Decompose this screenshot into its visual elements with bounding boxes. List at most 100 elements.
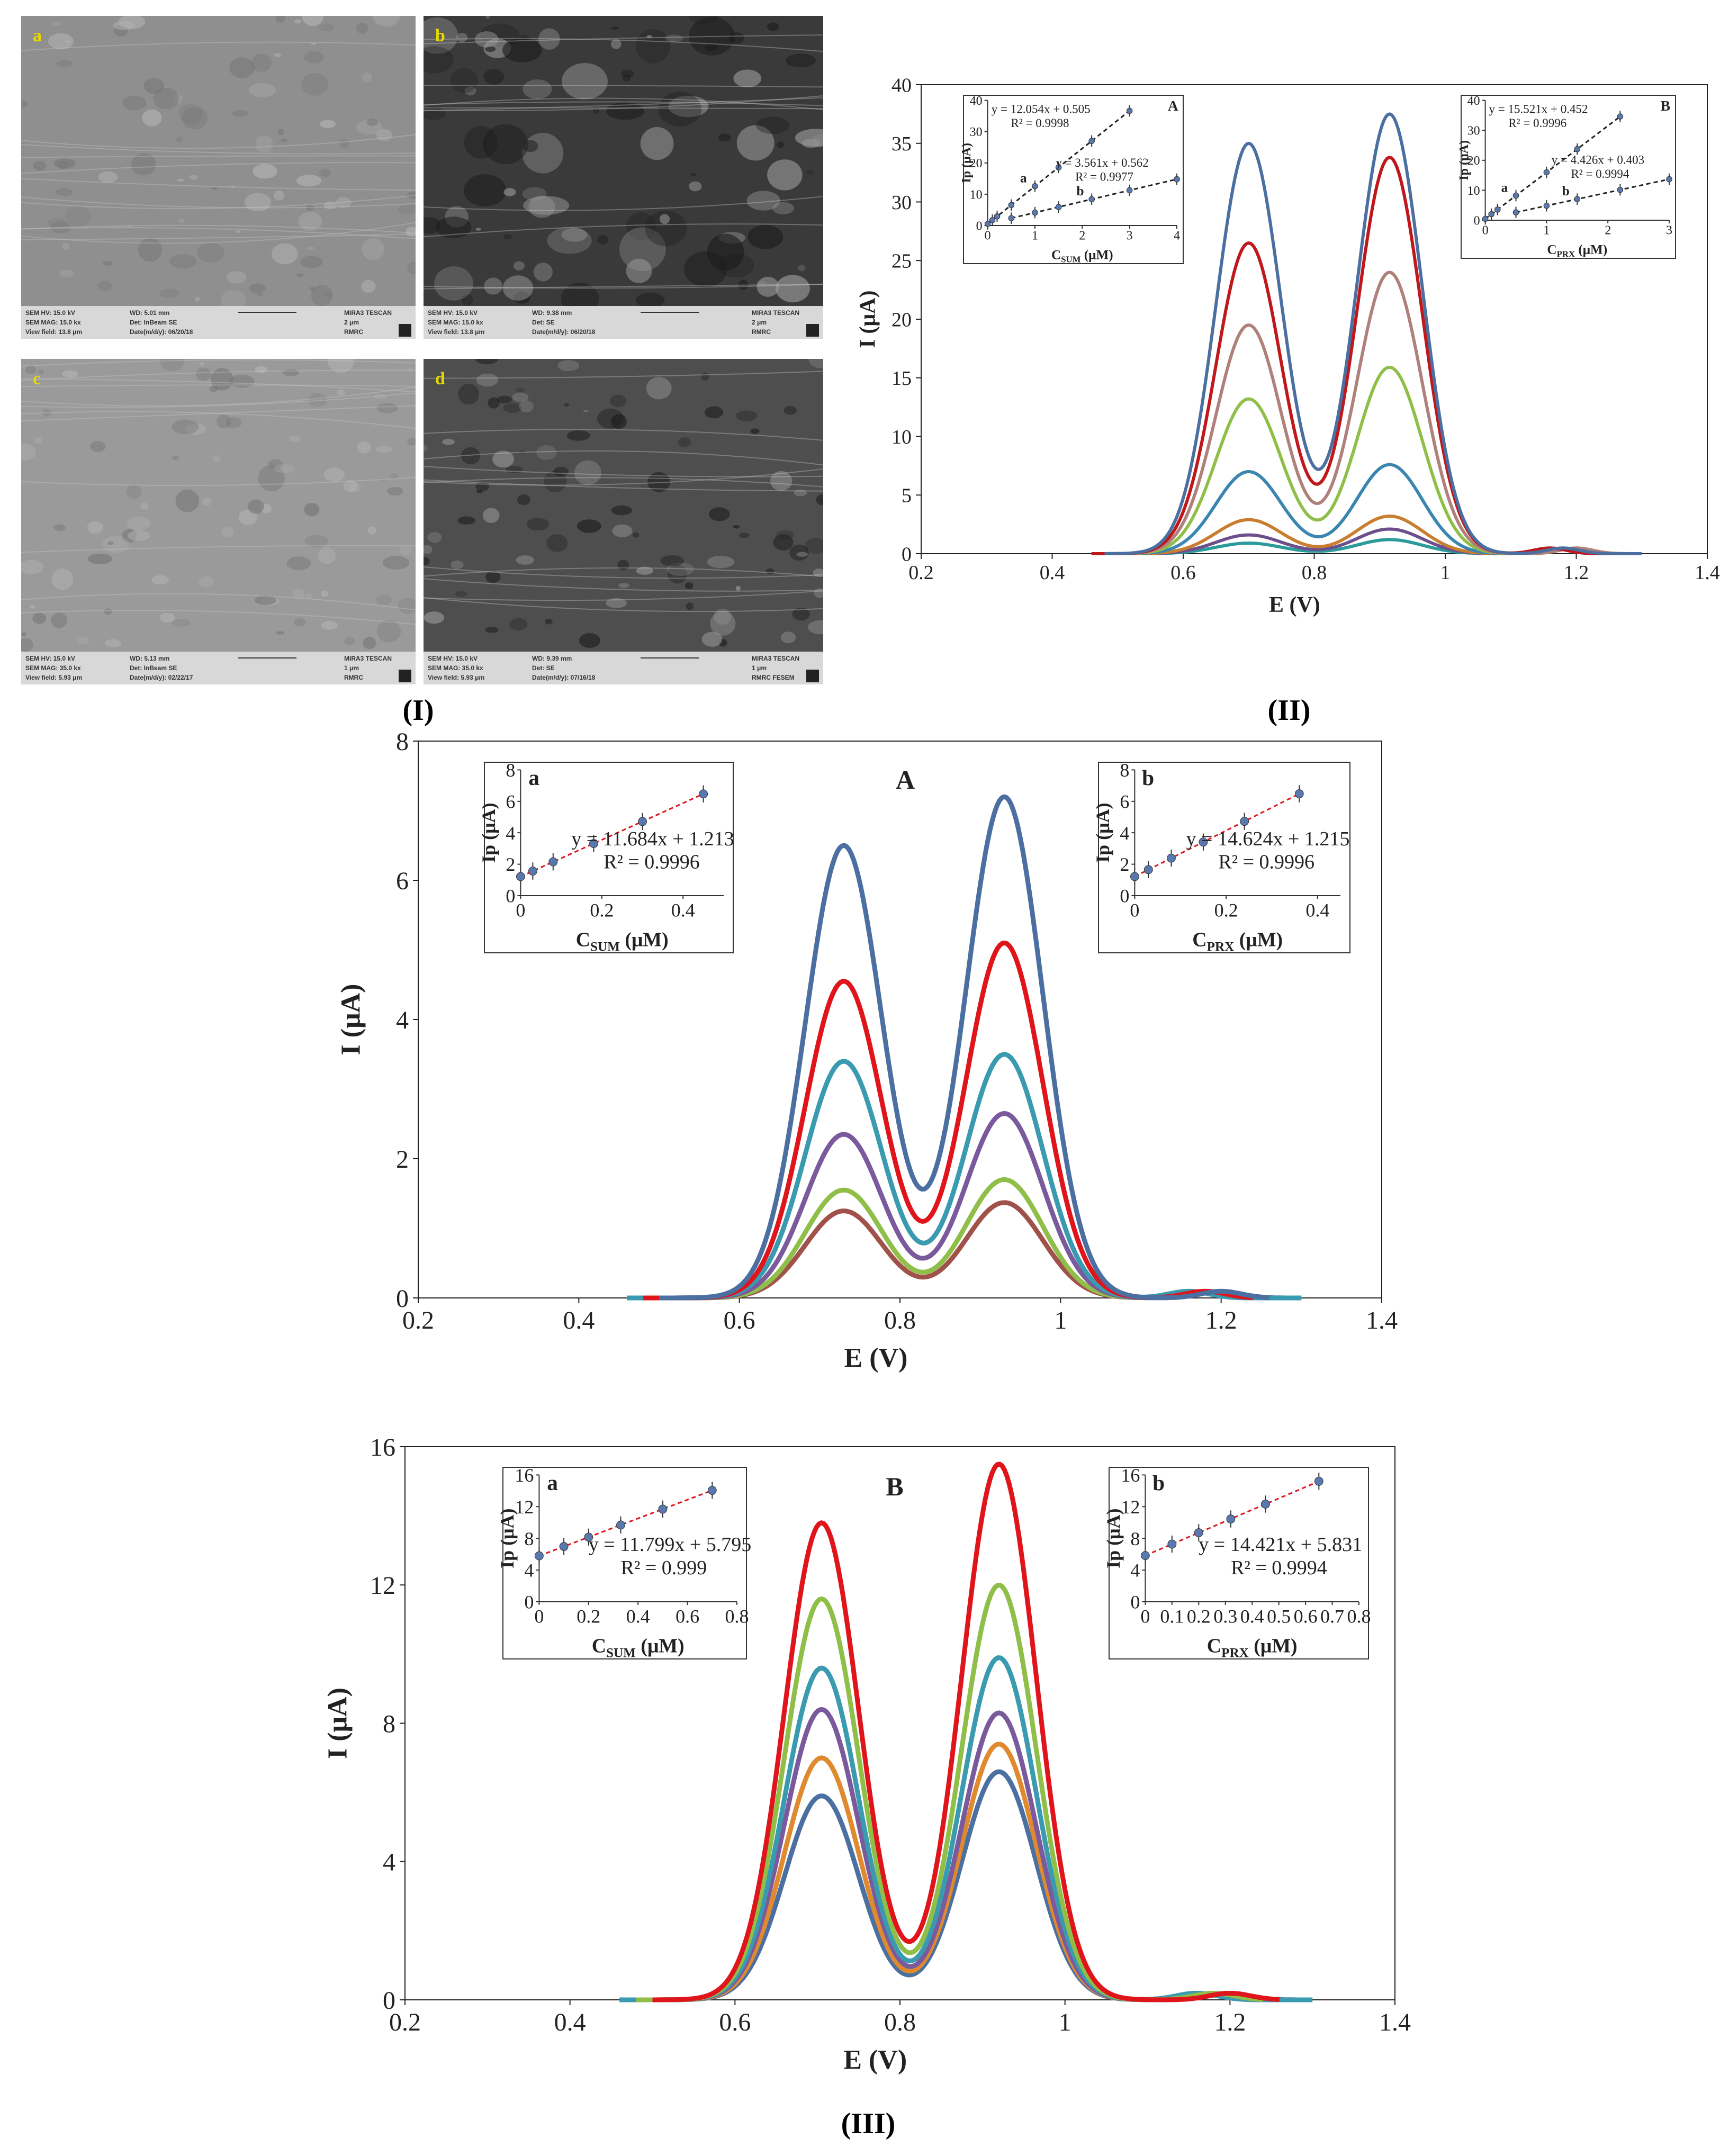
sem-meta-text: Det: SE xyxy=(532,319,555,326)
sem-texture-blob xyxy=(546,534,568,552)
inset-x-tick-label: 0.3 xyxy=(1213,1606,1237,1627)
sem-texture-blob xyxy=(794,489,807,497)
sem-texture-blob xyxy=(343,480,357,493)
sem-texture-ridge xyxy=(424,450,823,466)
sem-texture-blob xyxy=(424,611,445,624)
inset-r-squared: R² = 0.9998 xyxy=(1011,116,1069,130)
inset-data-point xyxy=(1140,1551,1150,1560)
y-tick-label: 20 xyxy=(891,309,912,331)
sem-texture-blob xyxy=(373,16,400,27)
sem-texture-blob xyxy=(636,566,654,575)
sem-texture-blob xyxy=(122,95,147,111)
sem-texture-ridge xyxy=(424,97,823,112)
x-tick-label: 0.8 xyxy=(884,1306,916,1334)
sem-texture-blob xyxy=(50,221,71,234)
sem-panel-letter: d xyxy=(435,369,445,389)
inset-equation: y = 4.426x + 0.403 xyxy=(1552,154,1644,167)
sem-texture-ridge xyxy=(21,545,416,553)
inset-x-tick-label: 0.2 xyxy=(1214,900,1238,921)
inset-panel-letter: B xyxy=(1661,97,1670,114)
sem-texture-blob xyxy=(802,139,821,148)
sem-texture-blob xyxy=(748,224,784,249)
x-tick-label: 1 xyxy=(1440,562,1451,584)
sem-texture-blob xyxy=(523,196,570,215)
sem-texture-blob xyxy=(757,281,767,286)
sem-meta-text: SEM MAG: 35.0 kx xyxy=(428,664,483,672)
inset-x-label-sub: SUM xyxy=(590,940,620,954)
inset-data-point xyxy=(1008,215,1015,221)
x-tick-label: 0.8 xyxy=(1302,562,1327,584)
series-line-1 xyxy=(652,1462,1280,2002)
sem-texture-blob xyxy=(606,102,644,120)
inset-x-tick-label: 1 xyxy=(1543,223,1550,237)
sem-texture-blob xyxy=(131,153,156,176)
x-axis-label: E (V) xyxy=(844,1343,908,1373)
inset-x-label-main: C xyxy=(592,1635,606,1657)
sem-texture-blob xyxy=(463,174,507,206)
sem-texture-blob xyxy=(736,410,758,421)
inset-frame xyxy=(963,95,1184,264)
sem-texture-blob xyxy=(38,369,44,375)
series-line-6 xyxy=(627,1200,1254,1301)
sem-texture-blob xyxy=(705,43,718,51)
sem-texture-blob xyxy=(178,103,203,124)
sem-texture-ridge xyxy=(424,38,823,52)
sem-texture-blob xyxy=(475,228,481,231)
sem-texture-blob xyxy=(522,132,564,174)
sem-texture-blob xyxy=(42,409,52,417)
sem-texture-blob xyxy=(362,238,385,260)
sem-texture-blob xyxy=(667,562,694,576)
inset-y-tick-label: 30 xyxy=(1467,124,1480,138)
sem-texture-blob xyxy=(739,533,750,538)
sem-texture-blob xyxy=(211,368,233,391)
inset-y-tick-label: 16 xyxy=(1121,1465,1140,1486)
sem-meta-text: WD: 5.13 mm xyxy=(130,655,169,662)
y-tick-label: 0 xyxy=(902,543,912,565)
sem-texture-blob xyxy=(518,450,526,454)
inset-y-tick-label: 4 xyxy=(506,823,515,844)
sem-meta-text: View field: 13.8 μm xyxy=(428,328,484,336)
inset-r-squared: R² = 0.9996 xyxy=(1218,851,1314,873)
inset-x-tick-label: 2 xyxy=(1605,223,1611,237)
sem-texture-blob xyxy=(366,119,378,127)
inset-data-point xyxy=(1167,1539,1177,1549)
sem-texture-blob xyxy=(327,359,355,373)
x-tick-label: 0.4 xyxy=(563,1306,595,1334)
sem-texture-ridge xyxy=(21,196,416,209)
inset-data-point xyxy=(559,1542,569,1551)
sem-texture-blob xyxy=(244,193,272,212)
sem-texture-ridge xyxy=(21,194,416,209)
inset-data-point xyxy=(1543,169,1550,176)
sem-texture-blob xyxy=(574,460,601,485)
sem-texture-blob xyxy=(619,227,666,272)
x-axis-label: E (V) xyxy=(843,2045,907,2075)
inset-y-label: Ip (μA) xyxy=(497,1508,518,1568)
sem-texture-blob xyxy=(755,116,790,134)
sem-texture-blob xyxy=(221,290,246,311)
sem-texture-blob xyxy=(647,472,671,492)
sem-texture-blob xyxy=(172,419,199,435)
inset-data-point xyxy=(699,789,708,799)
sem-texture-blob xyxy=(424,17,458,54)
sem-texture-blob xyxy=(319,168,331,177)
sem-texture-blob xyxy=(770,471,793,491)
inset-y-tick-label: 8 xyxy=(524,1528,534,1549)
x-tick-label: 1 xyxy=(1054,1306,1067,1334)
sem-texture-blob xyxy=(33,160,46,171)
sem-texture-blob xyxy=(216,414,231,429)
sem-texture-blob xyxy=(281,138,287,143)
sem-texture-blob xyxy=(690,173,696,176)
sem-texture-blob xyxy=(255,366,268,373)
x-tick-label: 1.4 xyxy=(1379,2008,1411,2036)
sem-texture-blob xyxy=(32,612,47,624)
sem-texture-blob xyxy=(620,70,634,77)
sem-texture-blob xyxy=(781,632,796,643)
y-tick-label: 30 xyxy=(891,192,912,214)
sem-meta-text: SEM HV: 15.0 kV xyxy=(428,309,478,317)
sem-meta-text: 2 μm xyxy=(344,319,359,326)
inset-x-tick-label: 1 xyxy=(1032,229,1038,242)
sem-texture-blob xyxy=(485,16,490,19)
figure-label-II: (II) xyxy=(1268,694,1311,727)
sem-texture-blob xyxy=(248,499,264,514)
inset-y-label: Ip (μA) xyxy=(478,802,499,862)
